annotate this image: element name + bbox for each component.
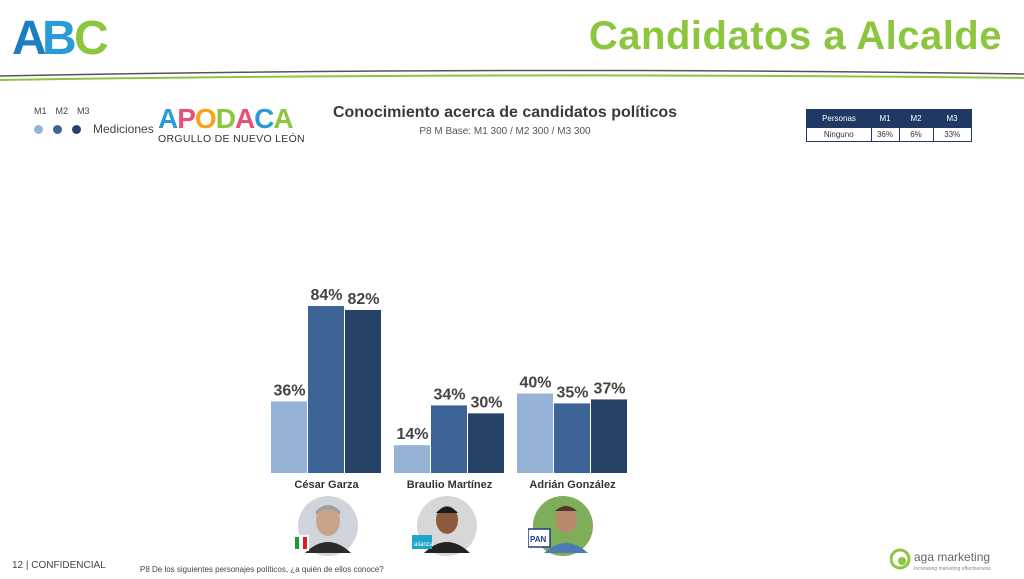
ninguno-table: Personas M1 M2 M3 Ninguno 36% 6% 33%	[806, 109, 972, 142]
svg-text:PAN: PAN	[530, 535, 547, 544]
question-footnote: P8 De los siguientes personajes político…	[140, 565, 384, 574]
bar-m2-1	[431, 405, 467, 473]
legend-label-m1: M1	[34, 106, 47, 116]
table-header: M1	[871, 109, 899, 128]
svg-text:alianza: alianza	[414, 542, 434, 548]
bar-m2-2	[554, 403, 590, 473]
page-number: 12 | CONFIDENCIAL	[12, 560, 106, 571]
data-label-m3-0: 82%	[347, 291, 379, 308]
legend-dot-m2	[53, 124, 62, 134]
chart-subtitle: P8 M Base: M1 300 / M2 300 / M3 300	[419, 126, 591, 137]
candidate-photo-2: alianza	[412, 495, 482, 562]
data-label-m3-2: 37%	[593, 380, 625, 397]
abc-logo: A B C	[12, 12, 109, 60]
bar-m1-1	[394, 445, 430, 473]
data-label-m2-2: 35%	[556, 384, 588, 401]
data-label-m1-2: 40%	[519, 374, 551, 391]
category-label-2: Adrián González	[529, 479, 616, 491]
data-label-m3-1: 30%	[470, 394, 502, 411]
table-cell: 33%	[932, 127, 972, 142]
svg-text:aga marketing: aga marketing	[914, 550, 990, 564]
page-title: Candidatos a Alcalde	[588, 14, 1002, 58]
data-label-m2-1: 34%	[433, 386, 465, 403]
header-divider	[0, 69, 1024, 81]
table-cell: 6%	[898, 127, 934, 142]
legend-dot-m1	[34, 124, 43, 134]
bar-m1-0	[271, 401, 307, 473]
svg-text:C: C	[74, 12, 109, 60]
category-label-0: César Garza	[294, 479, 359, 491]
legend: M1 M2 M3 Mediciones	[34, 106, 154, 136]
table-cell: 36%	[870, 127, 900, 142]
apodaca-logo: APODACA ORGULLO DE NUEVO LEÓN	[158, 103, 305, 145]
chart-title: Conocimiento acerca de candidatos políti…	[332, 104, 678, 121]
table-row: Ninguno 36% 6% 33%	[806, 127, 972, 142]
bar-m1-2	[517, 393, 553, 473]
aga-marketing-logo: aga marketing Increasing marketing effec…	[890, 548, 991, 572]
legend-label-m3: M3	[77, 106, 90, 116]
apodaca-tagline: ORGULLO DE NUEVO LEÓN	[158, 132, 305, 145]
table-header: M3	[933, 109, 972, 128]
category-label-1: Braulio Martínez	[407, 479, 493, 491]
data-label-m1-1: 14%	[396, 426, 428, 443]
candidate-photo-1	[293, 495, 363, 562]
data-label-m1-0: 36%	[273, 382, 305, 399]
legend-label-m2: M2	[55, 106, 69, 116]
svg-text:Increasing marketing effective: Increasing marketing effectiveness	[914, 566, 991, 572]
bar-m3-0	[345, 309, 381, 473]
legend-text: Mediciones	[93, 122, 154, 136]
svg-text:APODACA: APODACA	[158, 103, 293, 134]
table-header: Personas	[806, 109, 871, 128]
bar-m3-1	[468, 413, 504, 473]
candidate-photo-3: PAN	[527, 495, 598, 562]
bar-m3-2	[591, 399, 627, 473]
table-header: M2	[899, 109, 933, 128]
legend-dot-m3	[72, 124, 81, 134]
data-label-m2-0: 84%	[310, 287, 342, 304]
bar-m2-0	[308, 306, 344, 473]
